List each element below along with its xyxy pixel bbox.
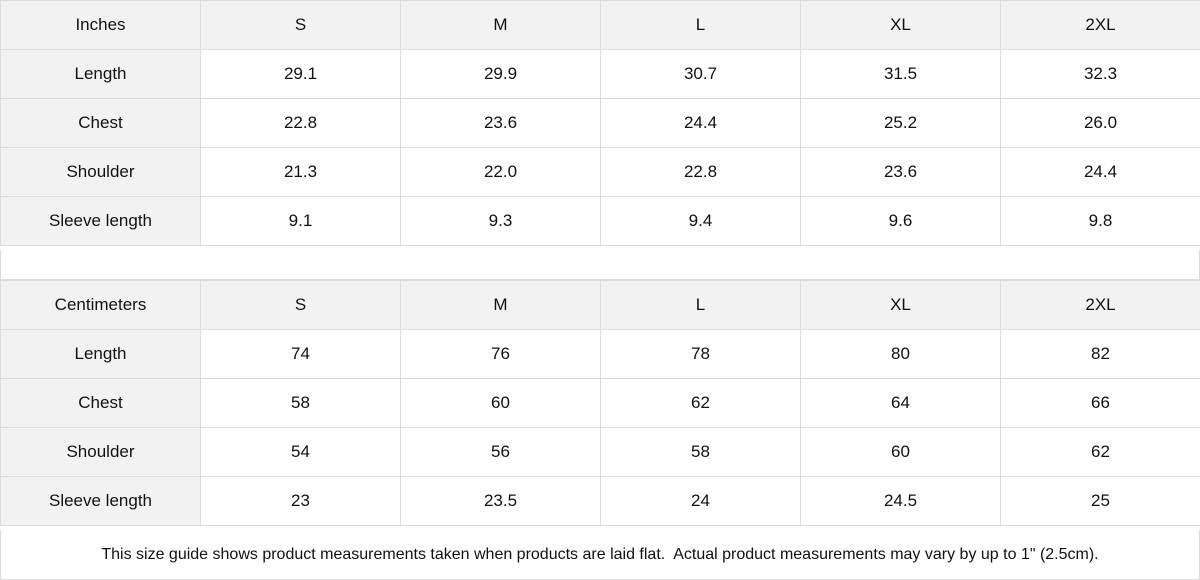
measurement-value: 25.2 xyxy=(800,98,1001,148)
measurement-label: Sleeve length xyxy=(0,196,201,246)
measurement-value: 9.6 xyxy=(800,196,1001,246)
measurement-value: 26.0 xyxy=(1000,98,1200,148)
table-row: Length 74 76 78 80 82 xyxy=(0,329,1200,379)
header-row: Centimeters S M L XL 2XL xyxy=(0,280,1200,330)
measurement-value: 9.1 xyxy=(200,196,401,246)
size-guide-note: This size guide shows product measuremen… xyxy=(0,530,1200,580)
measurement-value: 22.8 xyxy=(600,147,801,197)
measurement-label: Length xyxy=(0,329,201,379)
measurement-label: Sleeve length xyxy=(0,476,201,526)
measurement-value: 24.4 xyxy=(600,98,801,148)
size-header: M xyxy=(400,0,601,50)
header-row: Inches S M L XL 2XL xyxy=(0,0,1200,50)
inches-size-table: Inches S M L XL 2XL Length 29.1 29.9 30.7 31.5 32.3… xyxy=(0,0,1200,246)
size-header: 2XL xyxy=(1000,280,1200,330)
measurement-label: Shoulder xyxy=(0,147,201,197)
table-row: Sleeve length 9.1 9.3 9.4 9.6 9.8 xyxy=(0,196,1200,246)
measurement-value: 80 xyxy=(800,329,1001,379)
centimeters-size-table: Centimeters S M L XL 2XL Length 74 76 78 80 82 Chest… xyxy=(0,280,1200,526)
measurement-value: 64 xyxy=(800,378,1001,428)
table-row: Length 29.1 29.9 30.7 31.5 32.3 xyxy=(0,49,1200,99)
unit-header: Inches xyxy=(0,0,201,50)
measurement-value: 62 xyxy=(600,378,801,428)
size-header: L xyxy=(600,0,801,50)
measurement-value: 60 xyxy=(800,427,1001,477)
measurement-value: 21.3 xyxy=(200,147,401,197)
table-row: Chest 22.8 23.6 24.4 25.2 26.0 xyxy=(0,98,1200,148)
measurement-value: 74 xyxy=(200,329,401,379)
measurement-label: Length xyxy=(0,49,201,99)
measurement-value: 82 xyxy=(1000,329,1200,379)
measurement-value: 29.1 xyxy=(200,49,401,99)
measurement-value: 56 xyxy=(400,427,601,477)
measurement-label: Chest xyxy=(0,98,201,148)
measurement-value: 31.5 xyxy=(800,49,1001,99)
size-header: S xyxy=(200,280,401,330)
measurement-value: 58 xyxy=(600,427,801,477)
table-row: Shoulder 54 56 58 60 62 xyxy=(0,427,1200,477)
size-header: XL xyxy=(800,280,1001,330)
measurement-value: 23.5 xyxy=(400,476,601,526)
measurement-label: Shoulder xyxy=(0,427,201,477)
measurement-value: 23.6 xyxy=(800,147,1001,197)
measurement-value: 54 xyxy=(200,427,401,477)
measurement-value: 22.8 xyxy=(200,98,401,148)
measurement-label: Chest xyxy=(0,378,201,428)
measurement-value: 30.7 xyxy=(600,49,801,99)
size-header: 2XL xyxy=(1000,0,1200,50)
measurement-value: 23 xyxy=(200,476,401,526)
table-spacer xyxy=(0,250,1200,280)
measurement-value: 9.4 xyxy=(600,196,801,246)
measurement-value: 76 xyxy=(400,329,601,379)
measurement-value: 60 xyxy=(400,378,601,428)
size-header: L xyxy=(600,280,801,330)
measurement-value: 23.6 xyxy=(400,98,601,148)
measurement-value: 62 xyxy=(1000,427,1200,477)
measurement-value: 78 xyxy=(600,329,801,379)
table-row: Sleeve length 23 23.5 24 24.5 25 xyxy=(0,476,1200,526)
table-row: Shoulder 21.3 22.0 22.8 23.6 24.4 xyxy=(0,147,1200,197)
unit-header: Centimeters xyxy=(0,280,201,330)
measurement-value: 9.3 xyxy=(400,196,601,246)
size-header: S xyxy=(200,0,401,50)
measurement-value: 58 xyxy=(200,378,401,428)
measurement-value: 25 xyxy=(1000,476,1200,526)
measurement-value: 9.8 xyxy=(1000,196,1200,246)
measurement-value: 24.5 xyxy=(800,476,1001,526)
measurement-value: 22.0 xyxy=(400,147,601,197)
table-row: Chest 58 60 62 64 66 xyxy=(0,378,1200,428)
measurement-value: 24 xyxy=(600,476,801,526)
measurement-value: 29.9 xyxy=(400,49,601,99)
measurement-value: 32.3 xyxy=(1000,49,1200,99)
measurement-value: 66 xyxy=(1000,378,1200,428)
size-header: XL xyxy=(800,0,1001,50)
measurement-value: 24.4 xyxy=(1000,147,1200,197)
size-header: M xyxy=(400,280,601,330)
